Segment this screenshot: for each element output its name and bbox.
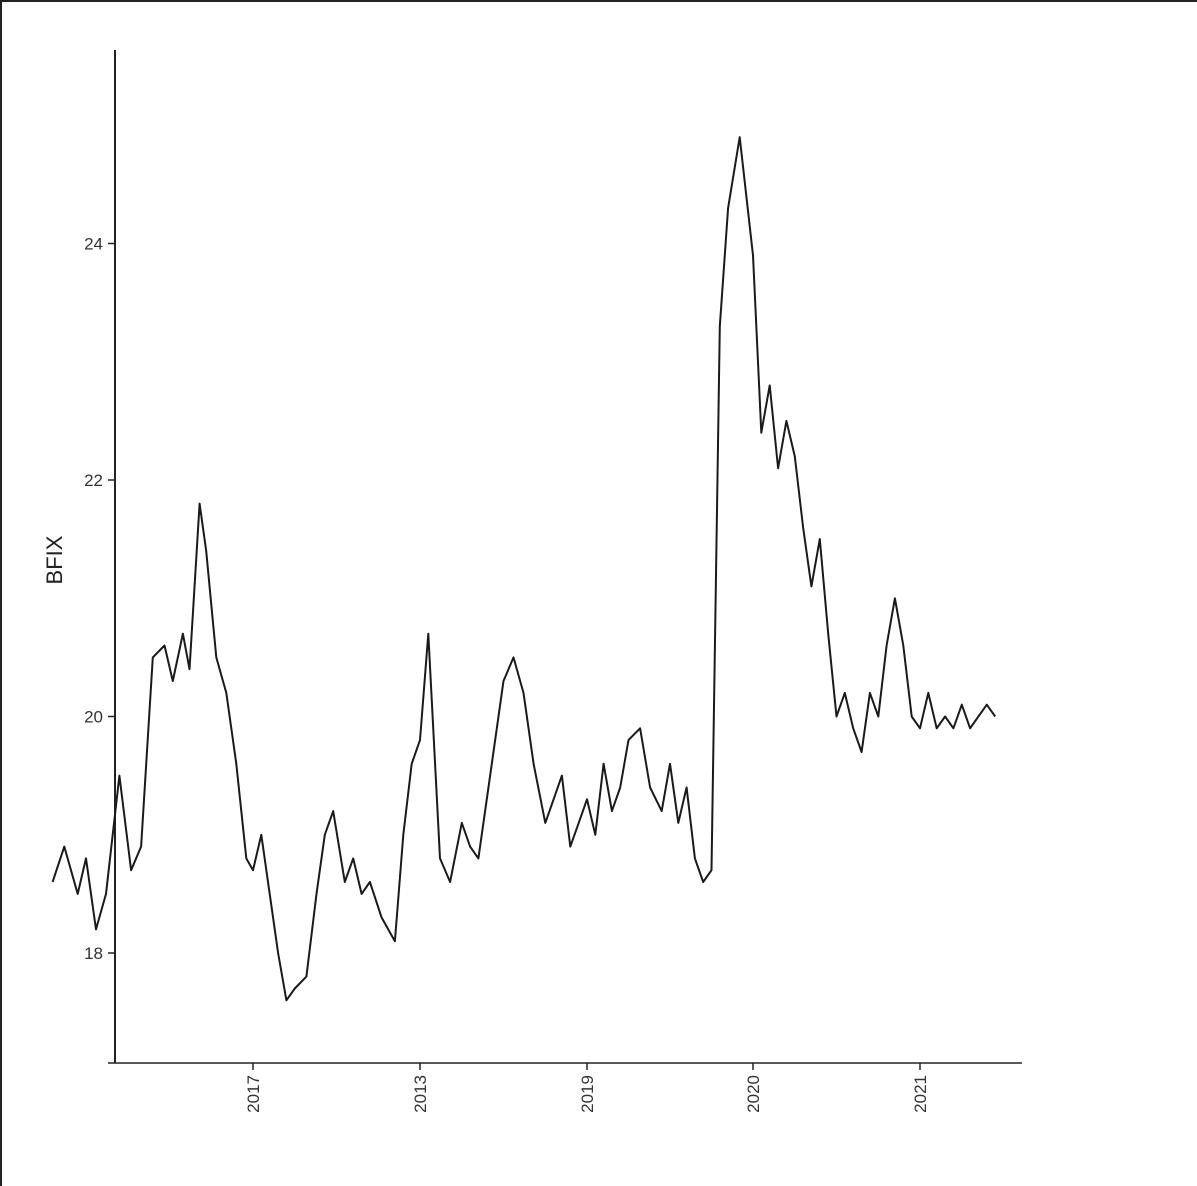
y-axis-title: BFIX	[42, 535, 67, 584]
y-tick-label: 18	[84, 944, 103, 963]
y-tick-label: 22	[84, 471, 103, 490]
x-axis-ticks: 2017 2013 2019 2020 2021	[244, 1063, 930, 1113]
y-tick-label: 24	[84, 235, 103, 254]
x-tick-label: 2019	[578, 1075, 597, 1113]
x-tick-label: 2013	[411, 1075, 430, 1113]
x-tick-label: 2017	[244, 1075, 263, 1113]
y-axis-ticks: 18 20 22 24	[84, 235, 115, 963]
series-line	[51, 136, 997, 1002]
y-tick-label: 20	[84, 708, 103, 727]
x-tick-label: 2020	[744, 1075, 763, 1113]
x-tick-label: 2021	[911, 1075, 930, 1113]
